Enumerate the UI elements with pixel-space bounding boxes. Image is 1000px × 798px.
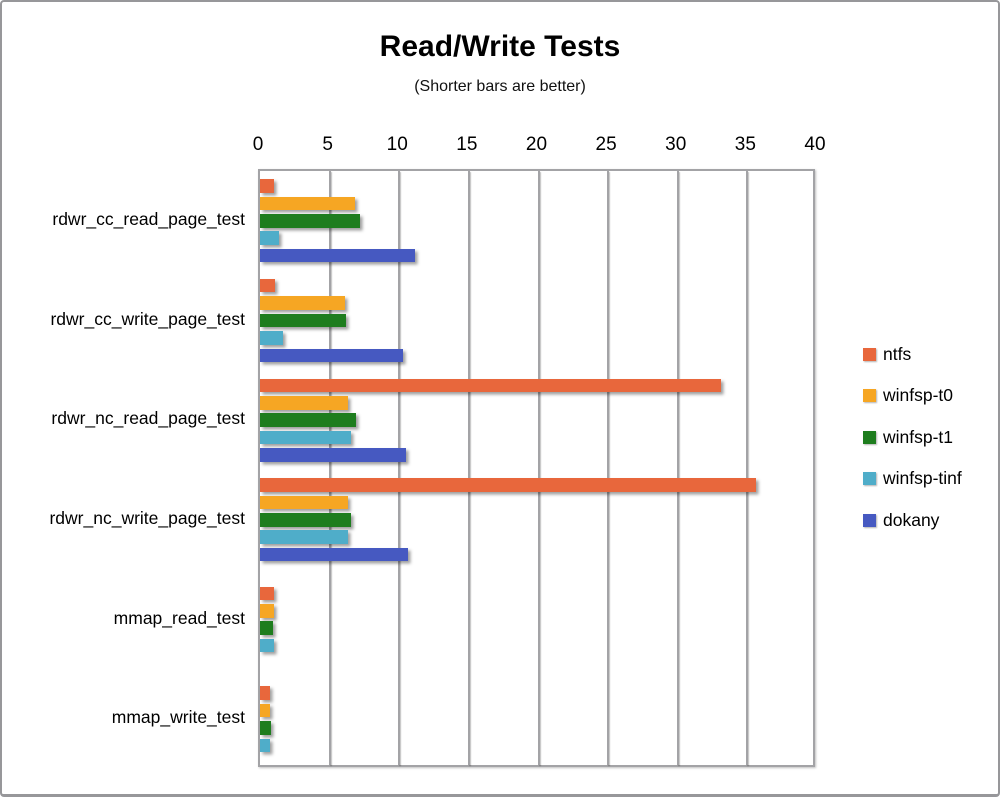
bar-winfsp-t1-rdwr_nc_write_page_test xyxy=(260,513,351,527)
bar-winfsp-tinf-rdwr_nc_read_page_test xyxy=(260,430,351,445)
gridline-x-35 xyxy=(746,171,749,765)
chart-subtitle: (Shorter bars are better) xyxy=(414,78,586,95)
gridline-x-20 xyxy=(537,171,540,765)
plot-area xyxy=(258,169,815,767)
bar-ntfs-rdwr_cc_write_page_test xyxy=(260,278,276,293)
bar-winfsp-tinf-mmap_write_test xyxy=(260,738,271,753)
bar-winfsp-t1-rdwr_cc_write_page_test xyxy=(260,313,347,328)
bar-ntfs-rdwr_cc_read_page_test xyxy=(260,179,274,193)
bar-winfsp-t0-mmap_read_test xyxy=(260,604,274,618)
bar-ntfs-mmap_read_test xyxy=(260,586,274,601)
bar-winfsp-t1-mmap_write_test xyxy=(260,721,272,735)
legend-item-ntfs: ntfs xyxy=(863,343,962,364)
bar-ntfs-rdwr_nc_read_page_test xyxy=(260,378,721,393)
gridline-x-10 xyxy=(398,171,401,765)
x-tick-label-15: 15 xyxy=(456,134,478,155)
bar-dokany-rdwr_nc_read_page_test xyxy=(260,448,407,462)
x-tick-label-40: 40 xyxy=(804,134,826,155)
legend-label-winfsp-t0: winfsp-t0 xyxy=(883,385,954,405)
bar-dokany-rdwr_cc_read_page_test xyxy=(260,248,415,263)
legend-swatch-winfsp-tinf xyxy=(863,472,876,485)
bar-dokany-rdwr_cc_write_page_test xyxy=(260,348,404,363)
x-tick-label-30: 30 xyxy=(665,134,687,155)
legend: ntfs winfsp-t0 winfsp-t1 winfsp-tinf dokany xyxy=(863,343,962,553)
bar-winfsp-tinf-rdwr_nc_write_page_test xyxy=(260,530,348,544)
category-label-rdwr_nc_read_page_test: rdwr_nc_read_page_test xyxy=(51,408,245,429)
legend-swatch-ntfs xyxy=(863,347,876,361)
legend-swatch-winfsp-t0 xyxy=(863,389,876,402)
bar-winfsp-t1-rdwr_nc_read_page_test xyxy=(260,413,357,427)
bar-winfsp-t1-mmap_read_test xyxy=(260,621,274,635)
x-tick-label-0: 0 xyxy=(252,134,264,155)
category-label-rdwr_cc_write_page_test: rdwr_cc_write_page_test xyxy=(50,308,245,329)
gridline-x-25 xyxy=(607,171,610,765)
x-tick-label-20: 20 xyxy=(525,134,548,155)
category-label-rdwr_nc_write_page_test: rdwr_nc_write_page_test xyxy=(49,507,245,528)
bar-winfsp-t0-rdwr_nc_read_page_test xyxy=(260,396,348,410)
bar-winfsp-t0-rdwr_nc_write_page_test xyxy=(260,495,348,510)
legend-item-winfsp-t1: winfsp-t1 xyxy=(863,426,962,447)
gridline-x-5 xyxy=(328,171,331,765)
bar-winfsp-t0-mmap_write_test xyxy=(260,703,271,718)
legend-item-dokany: dokany xyxy=(863,509,962,530)
bar-winfsp-t0-rdwr_cc_write_page_test xyxy=(260,296,345,310)
legend-item-winfsp-tinf: winfsp-tinf xyxy=(863,468,962,488)
bar-ntfs-rdwr_nc_write_page_test xyxy=(260,478,756,492)
legend-label-ntfs: ntfs xyxy=(883,343,912,364)
category-label-mmap_write_test: mmap_write_test xyxy=(111,707,245,728)
x-tick-label-5: 5 xyxy=(322,134,333,155)
x-tick-label-25: 25 xyxy=(595,134,617,155)
bar-winfsp-t0-rdwr_cc_read_page_test xyxy=(260,196,355,211)
bar-winfsp-t1-rdwr_cc_read_page_test xyxy=(260,214,361,228)
bar-winfsp-tinf-rdwr_cc_write_page_test xyxy=(260,331,283,345)
legend-label-dokany: dokany xyxy=(883,509,940,530)
legend-swatch-dokany xyxy=(863,513,876,527)
gridline-x-30 xyxy=(676,171,679,765)
chart-title: Read/Write Tests xyxy=(379,30,621,63)
legend-label-winfsp-t1: winfsp-t1 xyxy=(883,426,954,447)
legend-item-winfsp-t0: winfsp-t0 xyxy=(863,385,962,405)
legend-label-winfsp-tinf: winfsp-tinf xyxy=(883,468,962,488)
bar-winfsp-tinf-rdwr_cc_read_page_test xyxy=(260,231,280,245)
legend-swatch-winfsp-t1 xyxy=(863,430,876,444)
category-label-mmap_read_test: mmap_read_test xyxy=(113,607,245,628)
gridline-x-15 xyxy=(467,171,470,765)
category-label-rdwr_cc_read_page_test: rdwr_cc_read_page_test xyxy=(52,208,245,229)
x-tick-label-10: 10 xyxy=(386,134,408,155)
x-tick-label-35: 35 xyxy=(734,134,756,155)
bar-dokany-rdwr_nc_write_page_test xyxy=(260,547,408,562)
bar-winfsp-tinf-mmap_read_test xyxy=(260,638,274,653)
bar-ntfs-mmap_write_test xyxy=(260,686,270,700)
